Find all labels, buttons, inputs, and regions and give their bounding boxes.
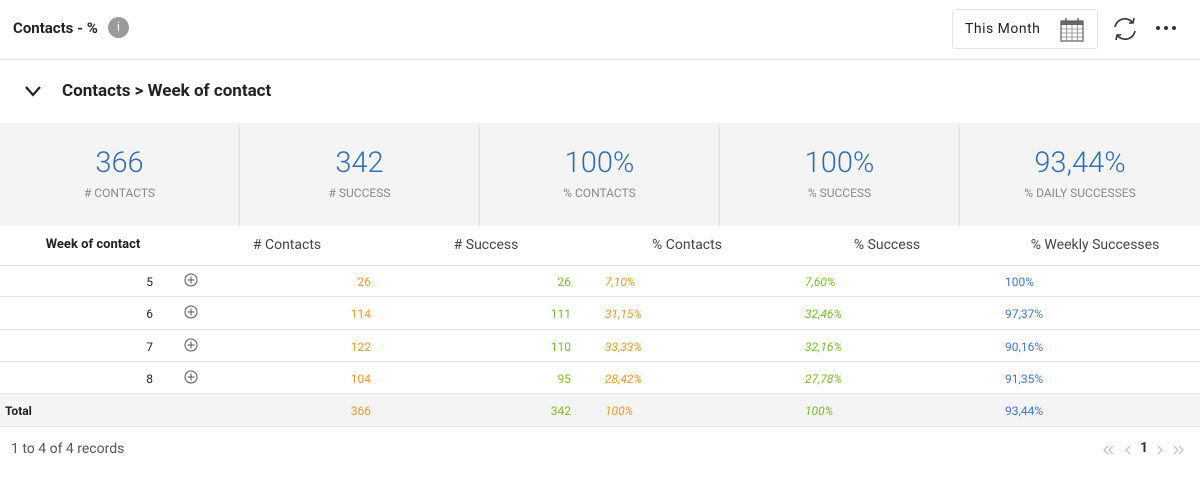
table-header: Week of contact # Contacts # Success % Cont… xyxy=(0,226,1200,266)
more-menu[interactable] xyxy=(1155,24,1179,32)
table-cell: 97,37% xyxy=(1005,307,1044,321)
table-cell: 33,33% xyxy=(605,340,642,354)
table-cell: 32,16% xyxy=(805,340,842,354)
current-page[interactable]: 1 xyxy=(1140,440,1149,456)
kpi-card: 93,44% % DAILY SUCCESSES xyxy=(960,123,1200,226)
total-row: Total 366 342 100% 100% 93,44% xyxy=(0,394,1200,427)
table-cell: 32,46% xyxy=(805,307,842,321)
kpi-card: 342 # SUCCESS xyxy=(240,123,480,226)
info-icon[interactable]: i xyxy=(108,17,129,38)
table-cell: 7 xyxy=(146,340,153,354)
table-cell: 122 xyxy=(350,340,371,354)
table-cell: 114 xyxy=(350,307,371,321)
header xyxy=(0,0,1200,60)
table-cell: 100% xyxy=(805,404,834,418)
table-cell: 342 xyxy=(550,404,571,418)
table-cell: 26 xyxy=(357,275,372,289)
table-cell: 100% xyxy=(1005,275,1035,289)
table-cell: 6 xyxy=(146,307,153,321)
kpi-label: # SUCCESS xyxy=(328,186,391,200)
expand-row-icon[interactable] xyxy=(184,338,198,352)
table-cell: 95 xyxy=(557,372,572,386)
kpi-card: 366 # CONTACTS xyxy=(0,123,240,226)
record-count: 1 to 4 of 4 records xyxy=(11,441,125,457)
kpi-card: 100% % CONTACTS xyxy=(480,123,720,226)
table-row: 6 114 111 31,15% 32,46% 97,37% xyxy=(0,297,1200,330)
date-range-button[interactable]: This Month xyxy=(952,9,1098,49)
table-cell: 5 xyxy=(146,275,153,289)
column-header[interactable]: # Success xyxy=(453,237,519,253)
kpi-card: 100% % SUCCESS xyxy=(720,123,960,226)
table-cell: 27,78% xyxy=(805,372,842,386)
table-cell: 31,15% xyxy=(605,307,642,321)
kpi-value: 100% xyxy=(564,146,635,180)
table-cell: 8 xyxy=(146,372,153,386)
table-row: 8 104 95 28,42% 27,78% 91,35% xyxy=(0,362,1200,394)
table-cell: 104 xyxy=(350,372,371,386)
table-row: 7 122 110 33,33% 32,16% 90,16% xyxy=(0,330,1200,362)
kpi-value: 342 xyxy=(335,146,384,180)
table-row: 5 26 26 7,10% 7,60% 100% xyxy=(0,265,1200,297)
column-header[interactable]: % Weekly Successes xyxy=(1030,237,1160,253)
column-header[interactable]: % Success xyxy=(853,237,921,253)
kpi-value: 366 xyxy=(95,146,144,180)
widget-title: Contacts - % xyxy=(13,19,98,37)
collapse-chevron[interactable] xyxy=(24,84,42,98)
expand-row-icon[interactable] xyxy=(184,273,198,287)
kpi-label: % DAILY SUCCESSES xyxy=(1024,186,1136,200)
calendar-icon xyxy=(1060,18,1084,42)
column-header[interactable]: Week of contact xyxy=(45,237,141,252)
table-cell: Total xyxy=(5,404,32,418)
table-cell: 111 xyxy=(550,307,571,321)
table-cell: 26 xyxy=(557,275,572,289)
table-cell: 91,35% xyxy=(1005,372,1044,386)
kpi-band: 366 # CONTACTS 342 # SUCCESS 100%% CONTACTS 1… xyxy=(0,123,1200,226)
table-cell: 110 xyxy=(550,340,571,354)
table-cell: 93,44% xyxy=(1005,404,1044,418)
expand-row-icon[interactable] xyxy=(184,370,198,384)
table-cell: 7,60% xyxy=(805,275,836,289)
column-header[interactable]: % Contacts xyxy=(652,237,722,253)
table-cell: 7,10% xyxy=(605,275,636,289)
refresh-icon[interactable] xyxy=(1110,14,1140,44)
kpi-value: 100% xyxy=(804,146,875,180)
kpi-label: # CONTACTS xyxy=(83,186,156,200)
kpi-label: % CONTACTS xyxy=(563,186,636,200)
section-title: Contacts > Week of contact xyxy=(62,81,272,101)
table-cell: 100% xyxy=(605,404,634,418)
date-range-label: This Month xyxy=(965,21,1041,37)
expand-row-icon[interactable] xyxy=(184,305,198,319)
kpi-label: % SUCCESS xyxy=(807,186,872,200)
pagination-prev[interactable] xyxy=(1100,443,1136,457)
pagination-next[interactable] xyxy=(1154,443,1190,457)
column-header[interactable]: # Contacts xyxy=(252,237,322,253)
table-cell: 90,16% xyxy=(1005,340,1044,354)
kpi-value: 93,44% xyxy=(1034,146,1126,180)
table-cell: 28,42% xyxy=(605,372,642,386)
table-cell: 366 xyxy=(350,404,371,418)
